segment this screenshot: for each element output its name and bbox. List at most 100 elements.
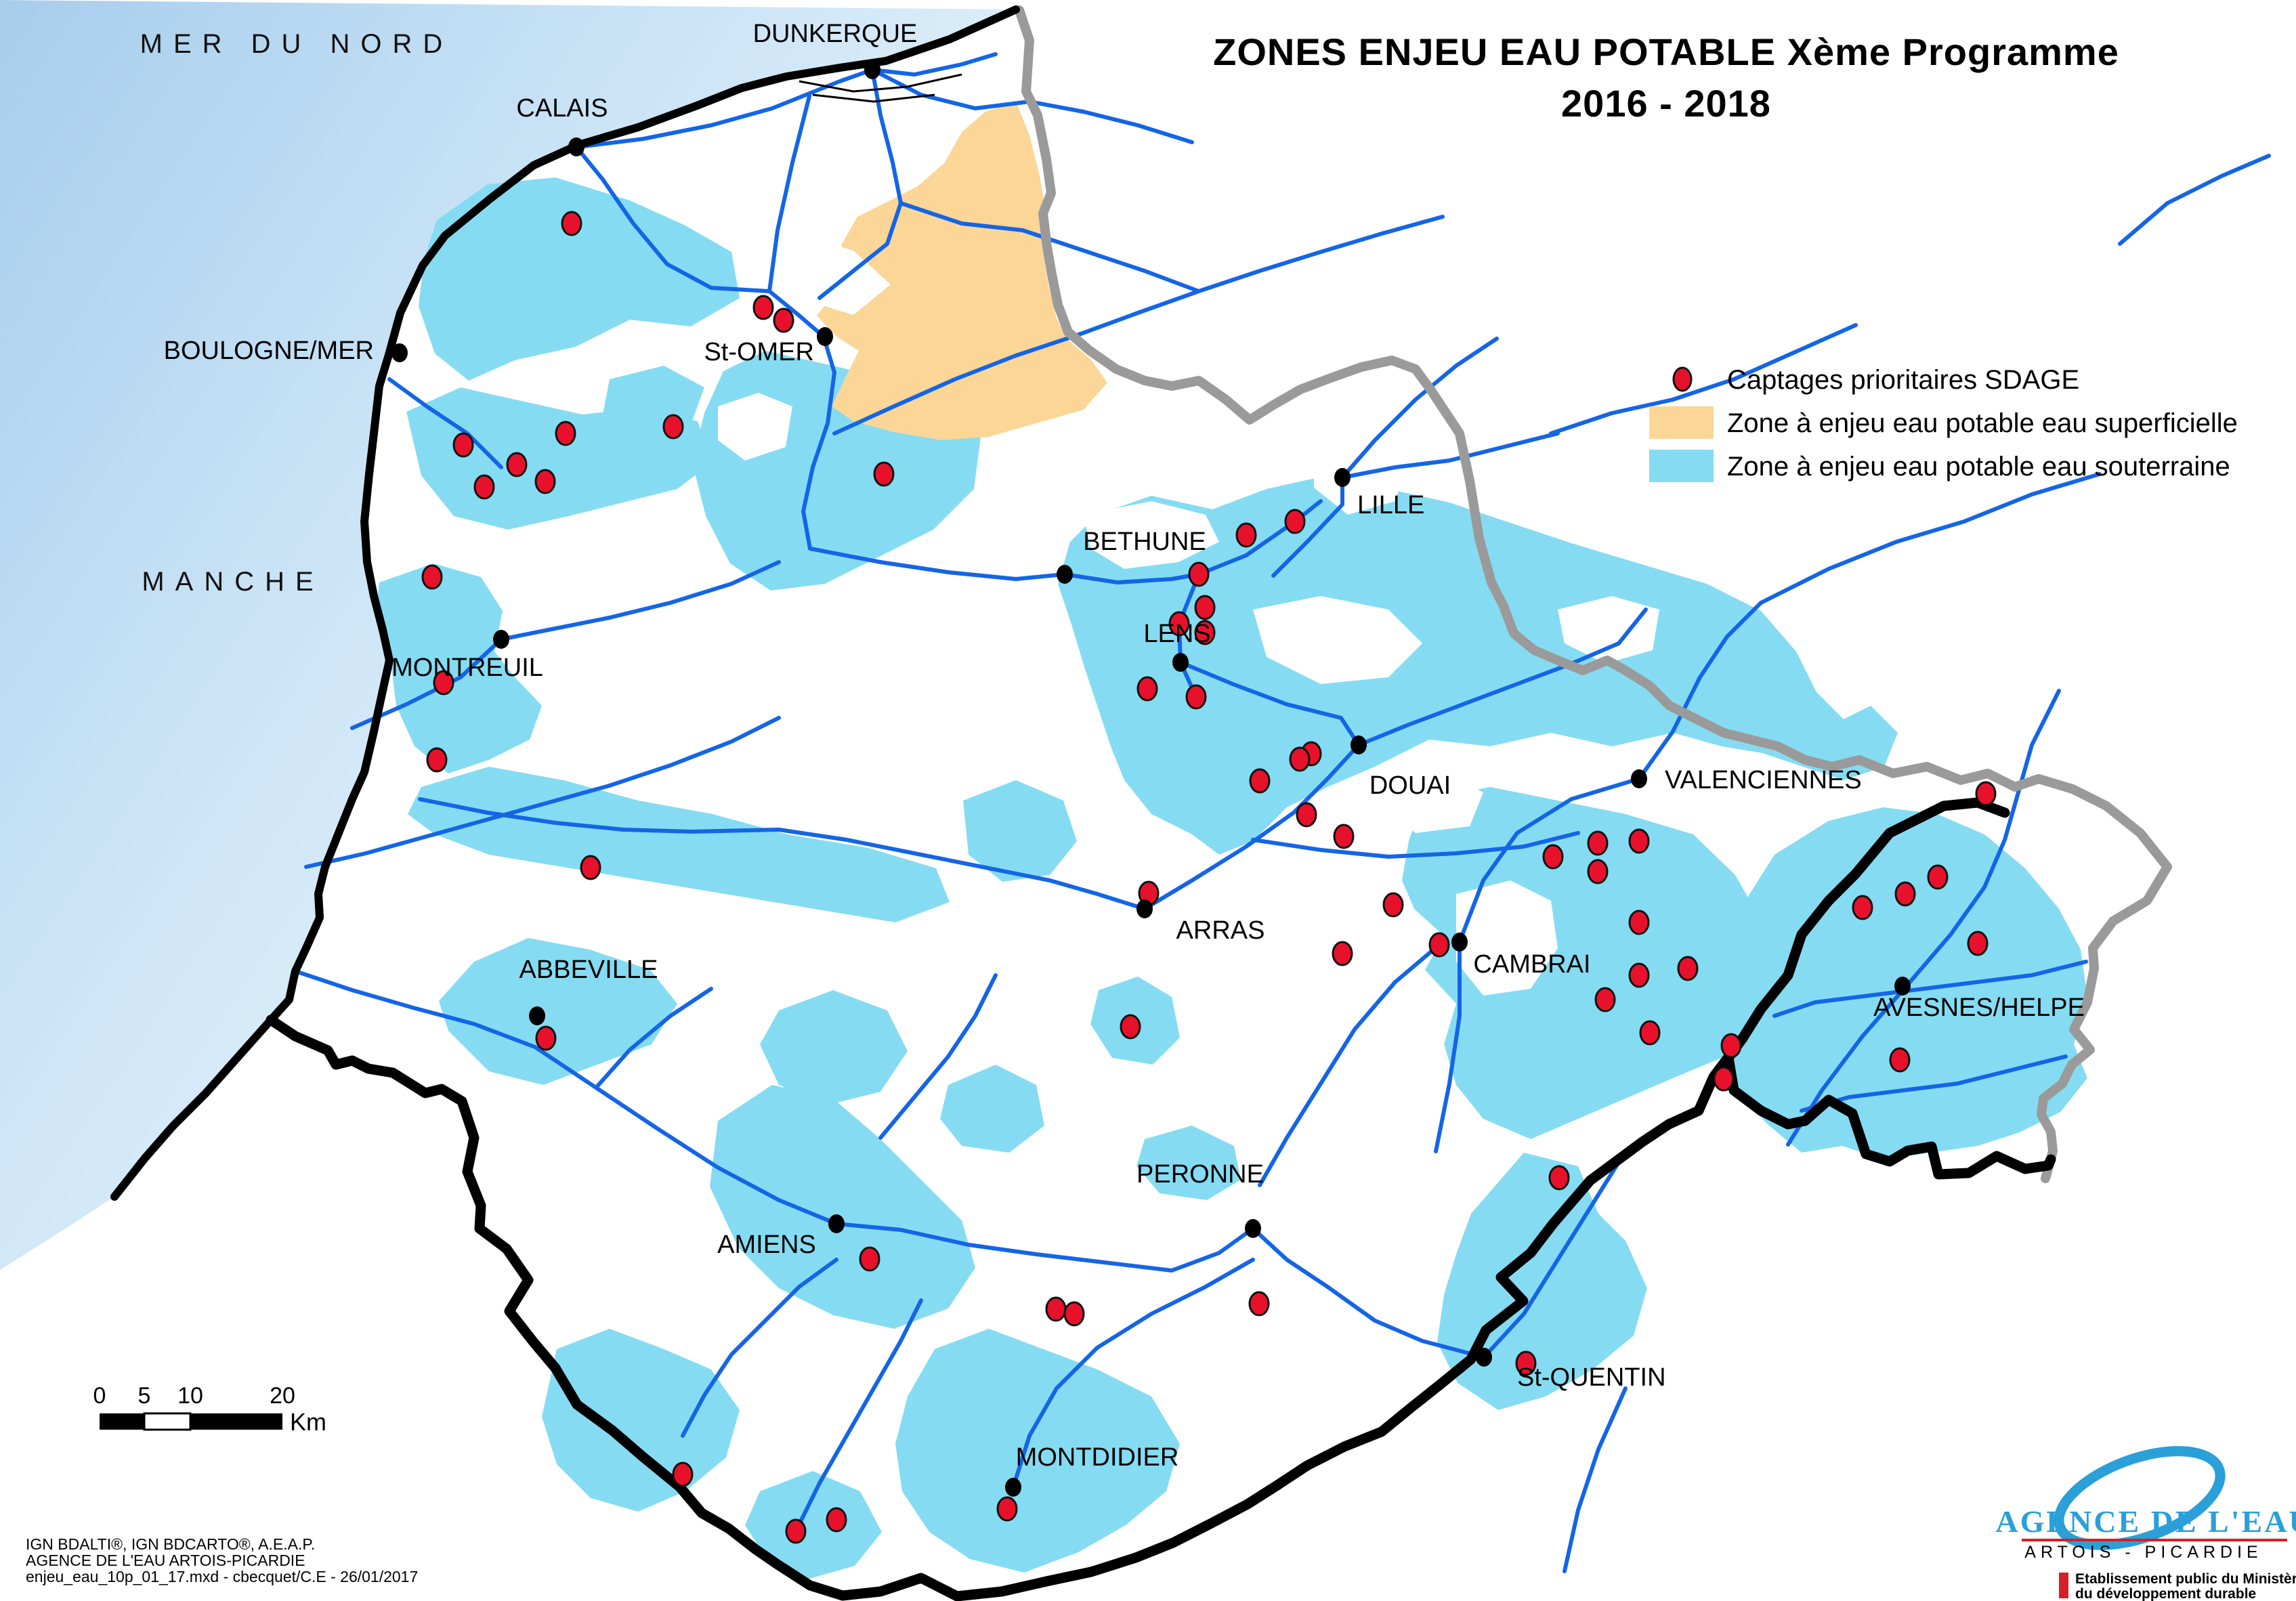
sea-area — [0, 0, 1016, 1270]
city-dot-st-omer — [817, 327, 833, 346]
city-dot-montdidier — [1005, 1478, 1021, 1497]
captage-dot — [859, 1246, 880, 1272]
logo-red-block — [2059, 1573, 2068, 1598]
captage-dot — [506, 452, 528, 477]
captage-dot — [1333, 824, 1355, 849]
city-label-lens: LENS — [1143, 620, 1210, 648]
captage-dot — [1639, 1020, 1661, 1046]
city-dot-montreuil — [493, 630, 509, 649]
captage-dot — [1720, 1033, 1742, 1059]
captage-dot — [1045, 1296, 1067, 1322]
captage-dot — [535, 1025, 557, 1051]
captage-dot — [1548, 1165, 1570, 1191]
captage-dot — [1927, 864, 1949, 890]
captage-dot — [1587, 830, 1609, 856]
legend-captage-label: Captages prioritaires SDAGE — [1727, 365, 2079, 395]
captage-dot — [1120, 1014, 1141, 1040]
captage-dot — [1594, 987, 1616, 1012]
map-title-line1: ZONES ENJEU EAU POTABLE Xème Programme — [1213, 30, 2119, 73]
scale-segment-2 — [143, 1412, 192, 1431]
attribution-line2: AGENCE DE L'EAU ARTOIS-PICARDIE — [26, 1552, 305, 1569]
groundwater-zones — [376, 177, 2087, 1579]
city-label-dunkerque: DUNKERQUE — [753, 20, 918, 48]
scale-unit: Km — [290, 1408, 326, 1436]
city-dot-lille — [1334, 468, 1351, 487]
city-label-avesnes-helpe: AVESNES/HELPE — [1873, 994, 2085, 1022]
captage-dot — [1194, 595, 1216, 620]
captage-dot — [555, 421, 576, 446]
city-label-montdidier: MONTDIDIER — [1016, 1443, 1179, 1472]
captage-dot — [1185, 684, 1207, 710]
captage-dot — [1628, 962, 1650, 988]
captage-dot — [1249, 768, 1271, 794]
city-label-arras: ARRAS — [1176, 916, 1265, 945]
captage-dot — [1677, 956, 1699, 981]
city-label-cambrai: CAMBRAI — [1473, 950, 1590, 979]
captage-dot — [1289, 746, 1311, 772]
logo-swoosh-icon — [2054, 1446, 2226, 1550]
captage-dot — [1063, 1301, 1085, 1327]
city-dot-douai — [1351, 735, 1367, 754]
city-dot-arras — [1136, 899, 1153, 918]
city-label-st-quentin: St-QUENTIN — [1517, 1363, 1666, 1392]
city-dot-abbeville — [529, 1006, 545, 1025]
agency-logo: AGENCE DE L'EAU ARTOIS - PICARDIE Etabli… — [1995, 1446, 2296, 1601]
scale-bar: 0 5 10 20 Km — [93, 1383, 326, 1436]
scale-ticks: 0 5 10 20 — [93, 1383, 295, 1409]
captage-dot — [1713, 1066, 1735, 1092]
city-label-valenciennes: VALENCIENNES — [1665, 766, 1862, 794]
captage-dot — [752, 295, 774, 320]
sea-label-mer-du-nord: MER DU NORD — [140, 29, 454, 59]
scale-segment-3 — [190, 1413, 282, 1430]
scale-tick-20: 20 — [270, 1383, 295, 1409]
sea-label-manche: MANCHE — [142, 567, 324, 597]
captage-dot — [1284, 509, 1306, 534]
scale-tick-5: 5 — [138, 1383, 151, 1409]
attribution-line1: IGN BDALTI®, IGN BDCARTO®, A.E.A.P. — [26, 1535, 315, 1553]
scale-tick-10: 10 — [177, 1383, 203, 1409]
captage-dot — [1188, 561, 1210, 587]
captage-dot — [1628, 828, 1650, 854]
captage-dot — [1515, 1350, 1537, 1376]
captage-dot — [1894, 881, 1916, 907]
captage-dot — [1382, 892, 1404, 918]
captage-dot — [1587, 859, 1609, 884]
city-dot-lens — [1172, 653, 1189, 672]
captage-dot — [1248, 1291, 1270, 1317]
captage-dot — [1428, 932, 1450, 958]
city-label-douai: DOUAI — [1369, 771, 1451, 800]
city-label-peronne: PERONNE — [1136, 1160, 1264, 1189]
city-dot-avesnes-helpe — [1894, 977, 1911, 996]
legend-captage-icon — [1672, 366, 1693, 392]
captage-dot — [1194, 620, 1216, 645]
scale-tick-0: 0 — [93, 1383, 106, 1409]
scale-segment-1 — [100, 1413, 144, 1430]
city-label-st-omer: St-OMER — [704, 338, 814, 366]
city-dot-cambrai — [1451, 933, 1468, 952]
legend-surface-swatch — [1649, 406, 1714, 439]
captage-dot — [421, 564, 443, 590]
captage-dot — [534, 469, 556, 494]
city-label-montreuil: MONTREUIL — [391, 654, 543, 682]
captages-layer — [421, 211, 1997, 1544]
captage-dot — [426, 747, 448, 773]
sea-labels-layer: MER DU NORD MANCHE — [140, 29, 454, 597]
captage-dot — [1542, 844, 1564, 870]
legend-surface-label: Zone à enjeu eau potable eau superficiel… — [1727, 408, 2238, 438]
captage-dot — [785, 1518, 807, 1544]
captage-dot — [1967, 931, 1989, 956]
city-label-amiens: AMIENS — [717, 1231, 816, 1259]
legend-ground-swatch — [1649, 450, 1714, 482]
city-dot-st-quentin — [1476, 1348, 1492, 1367]
city-dot-calais — [568, 137, 584, 156]
captage-dot — [1296, 802, 1317, 828]
cities-layer: DUNKERQUE CALAIS BOULOGNE/MER St-OMER LILLE B… — [164, 20, 2085, 1497]
logo-region-name: ARTOIS - PICARDIE — [2024, 1543, 2262, 1562]
captage-dot — [826, 1507, 847, 1533]
captage-dot — [672, 1461, 694, 1487]
captage-dot — [1852, 895, 1873, 920]
city-label-calais: CALAIS — [516, 94, 608, 123]
captage-dot — [1332, 941, 1353, 966]
captage-dot — [580, 855, 601, 880]
